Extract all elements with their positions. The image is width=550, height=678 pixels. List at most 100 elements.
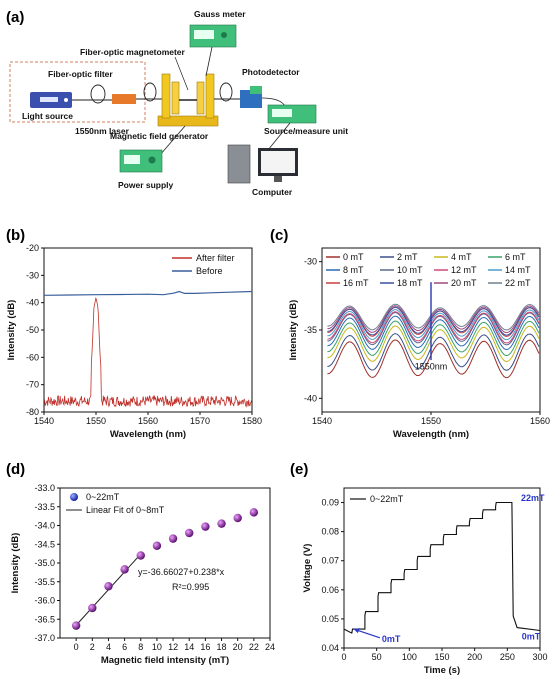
series-line-8-mT xyxy=(327,315,540,351)
legend-before: Before xyxy=(196,266,223,276)
y-tick-label: -35 xyxy=(304,325,317,335)
data-point xyxy=(71,621,81,630)
x-tick-label: 1580 xyxy=(242,416,262,426)
panel-c-label: (c) xyxy=(270,227,288,244)
plot-frame xyxy=(343,487,541,649)
fiber-filter-icon xyxy=(112,94,136,104)
legend-entry: 8 mT xyxy=(343,265,364,275)
annot-end-label: 0mT xyxy=(522,631,541,641)
x-tick-label: 22 xyxy=(249,642,259,652)
legend-scatter: 0~22mT xyxy=(86,492,120,502)
source-measure-unit-icon xyxy=(267,104,317,124)
y-axis-title: Intensity (dB) xyxy=(6,300,17,361)
legend-after-filter: After filter xyxy=(196,253,235,263)
panel-d-label: (d) xyxy=(6,461,25,478)
panel-e-label: (e) xyxy=(290,461,308,478)
power-supply-icon xyxy=(119,149,163,173)
y-tick-label: -33.5 xyxy=(34,502,55,512)
x-axis-title: Wavelength (nm) xyxy=(110,429,186,440)
y-tick-label: -34.0 xyxy=(34,521,55,531)
x-tick-label: 1540 xyxy=(34,416,54,426)
x-tick-label: 1560 xyxy=(138,416,158,426)
x-tick-label: 10 xyxy=(152,642,162,652)
x-tick-label: 1550 xyxy=(421,416,441,426)
chart-e: 0 50 100 150 200 250 300 0.04 0.05 0.06 0.07 0.08 0.… xyxy=(302,487,548,676)
y-tick-label: -35.5 xyxy=(34,577,55,587)
data-point xyxy=(152,541,162,550)
data-point xyxy=(249,508,259,517)
photodetector-label: Photodetector xyxy=(242,67,300,77)
x-tick-label: 12 xyxy=(168,642,178,652)
fiber-filter-label: Fiber-optic filter xyxy=(48,69,113,79)
x-axis-title: Wavelength (nm) xyxy=(393,429,469,440)
series-voltage-line xyxy=(343,501,541,634)
legend-entry: 16 mT xyxy=(343,278,369,288)
y-tick-label: 0.08 xyxy=(321,527,339,537)
annot-peak-label: 22mT xyxy=(521,493,545,503)
x-tick-label: 14 xyxy=(184,642,194,652)
legend-entry: 20 mT xyxy=(451,278,477,288)
setup-diagram: (a) Light source 1550nm laser Fiber-opti… xyxy=(6,9,348,197)
x-tick-label: 250 xyxy=(500,652,515,662)
x-tick-label: 50 xyxy=(372,652,382,662)
data-point xyxy=(217,519,226,528)
legend-voltage: 0~22mT xyxy=(370,494,404,504)
series-line-6-mT xyxy=(327,320,540,357)
legend-entry: 22 mT xyxy=(505,278,531,288)
light-source-icon xyxy=(30,92,72,108)
x-tick-label: 6 xyxy=(122,642,127,652)
power-supply-label: Power supply xyxy=(118,180,174,190)
x-tick-label: 150 xyxy=(434,652,449,662)
series-line-14-mT xyxy=(327,308,540,341)
y-tick-label: 0.07 xyxy=(321,556,339,566)
x-axis-title: Magnetic field intensity (mT) xyxy=(101,655,229,666)
source-measure-unit-label: Source/measure unit xyxy=(264,126,348,136)
magnetic-field-generator-label: Magnetic field generator xyxy=(110,131,209,141)
data-point xyxy=(168,534,178,543)
series-line-10-mT xyxy=(327,311,540,346)
y-tick-label: -34.5 xyxy=(34,539,55,549)
x-tick-label: 2 xyxy=(90,642,95,652)
legend-entry: 14 mT xyxy=(505,265,531,275)
y-tick-label: -37.0 xyxy=(34,633,55,643)
series-line-20-mT xyxy=(327,305,540,334)
laser-label: 1550nm laser xyxy=(75,126,130,136)
legend-entry: 12 mT xyxy=(451,265,477,275)
annot-start-label: 0mT xyxy=(382,634,401,644)
x-tick-label: 1570 xyxy=(190,416,210,426)
gauss-meter-icon xyxy=(189,24,237,48)
computer-icon xyxy=(227,144,298,184)
filter-dashed-box xyxy=(9,61,146,123)
series-line-4-mT xyxy=(327,325,540,363)
fit-equation: y=-36.66027+0.238*x xyxy=(138,567,225,577)
magnetometer-label: Fiber-optic magnetometer xyxy=(80,47,186,57)
x-tick-label: 0 xyxy=(74,642,79,652)
y-tick-label: -40 xyxy=(304,393,317,403)
x-tick-label: 200 xyxy=(467,652,482,662)
series-after-filter-line xyxy=(43,297,253,408)
x-tick-label: 20 xyxy=(233,642,243,652)
x-tick-label: 4 xyxy=(106,642,111,652)
data-point xyxy=(233,513,242,523)
x-tick-label: 18 xyxy=(217,642,227,652)
y-tick-label: -20 xyxy=(26,243,39,253)
data-point xyxy=(136,551,145,560)
fit-r2: R²=0.995 xyxy=(172,582,209,592)
y-tick-label: -35.0 xyxy=(34,558,55,568)
data-point xyxy=(120,565,129,574)
y-axis-title: Voltage (V) xyxy=(302,544,313,593)
x-axis-title: Time (s) xyxy=(424,665,460,676)
panel-a-label: (a) xyxy=(6,9,24,26)
series-line-2-mT xyxy=(327,333,540,371)
fiber-coil-icon xyxy=(90,84,106,104)
legend-marker-scatter xyxy=(70,493,78,501)
series-line-0-mT xyxy=(327,339,540,379)
legend-entry: 18 mT xyxy=(397,278,423,288)
light-source-label: Light source xyxy=(22,111,73,121)
series-line-22-mT xyxy=(327,303,540,331)
computer-label: Computer xyxy=(252,187,293,197)
series-before-line xyxy=(43,290,253,296)
data-point xyxy=(185,528,194,538)
panel-b-label: (b) xyxy=(6,227,25,244)
y-tick-label: -80 xyxy=(26,407,39,417)
